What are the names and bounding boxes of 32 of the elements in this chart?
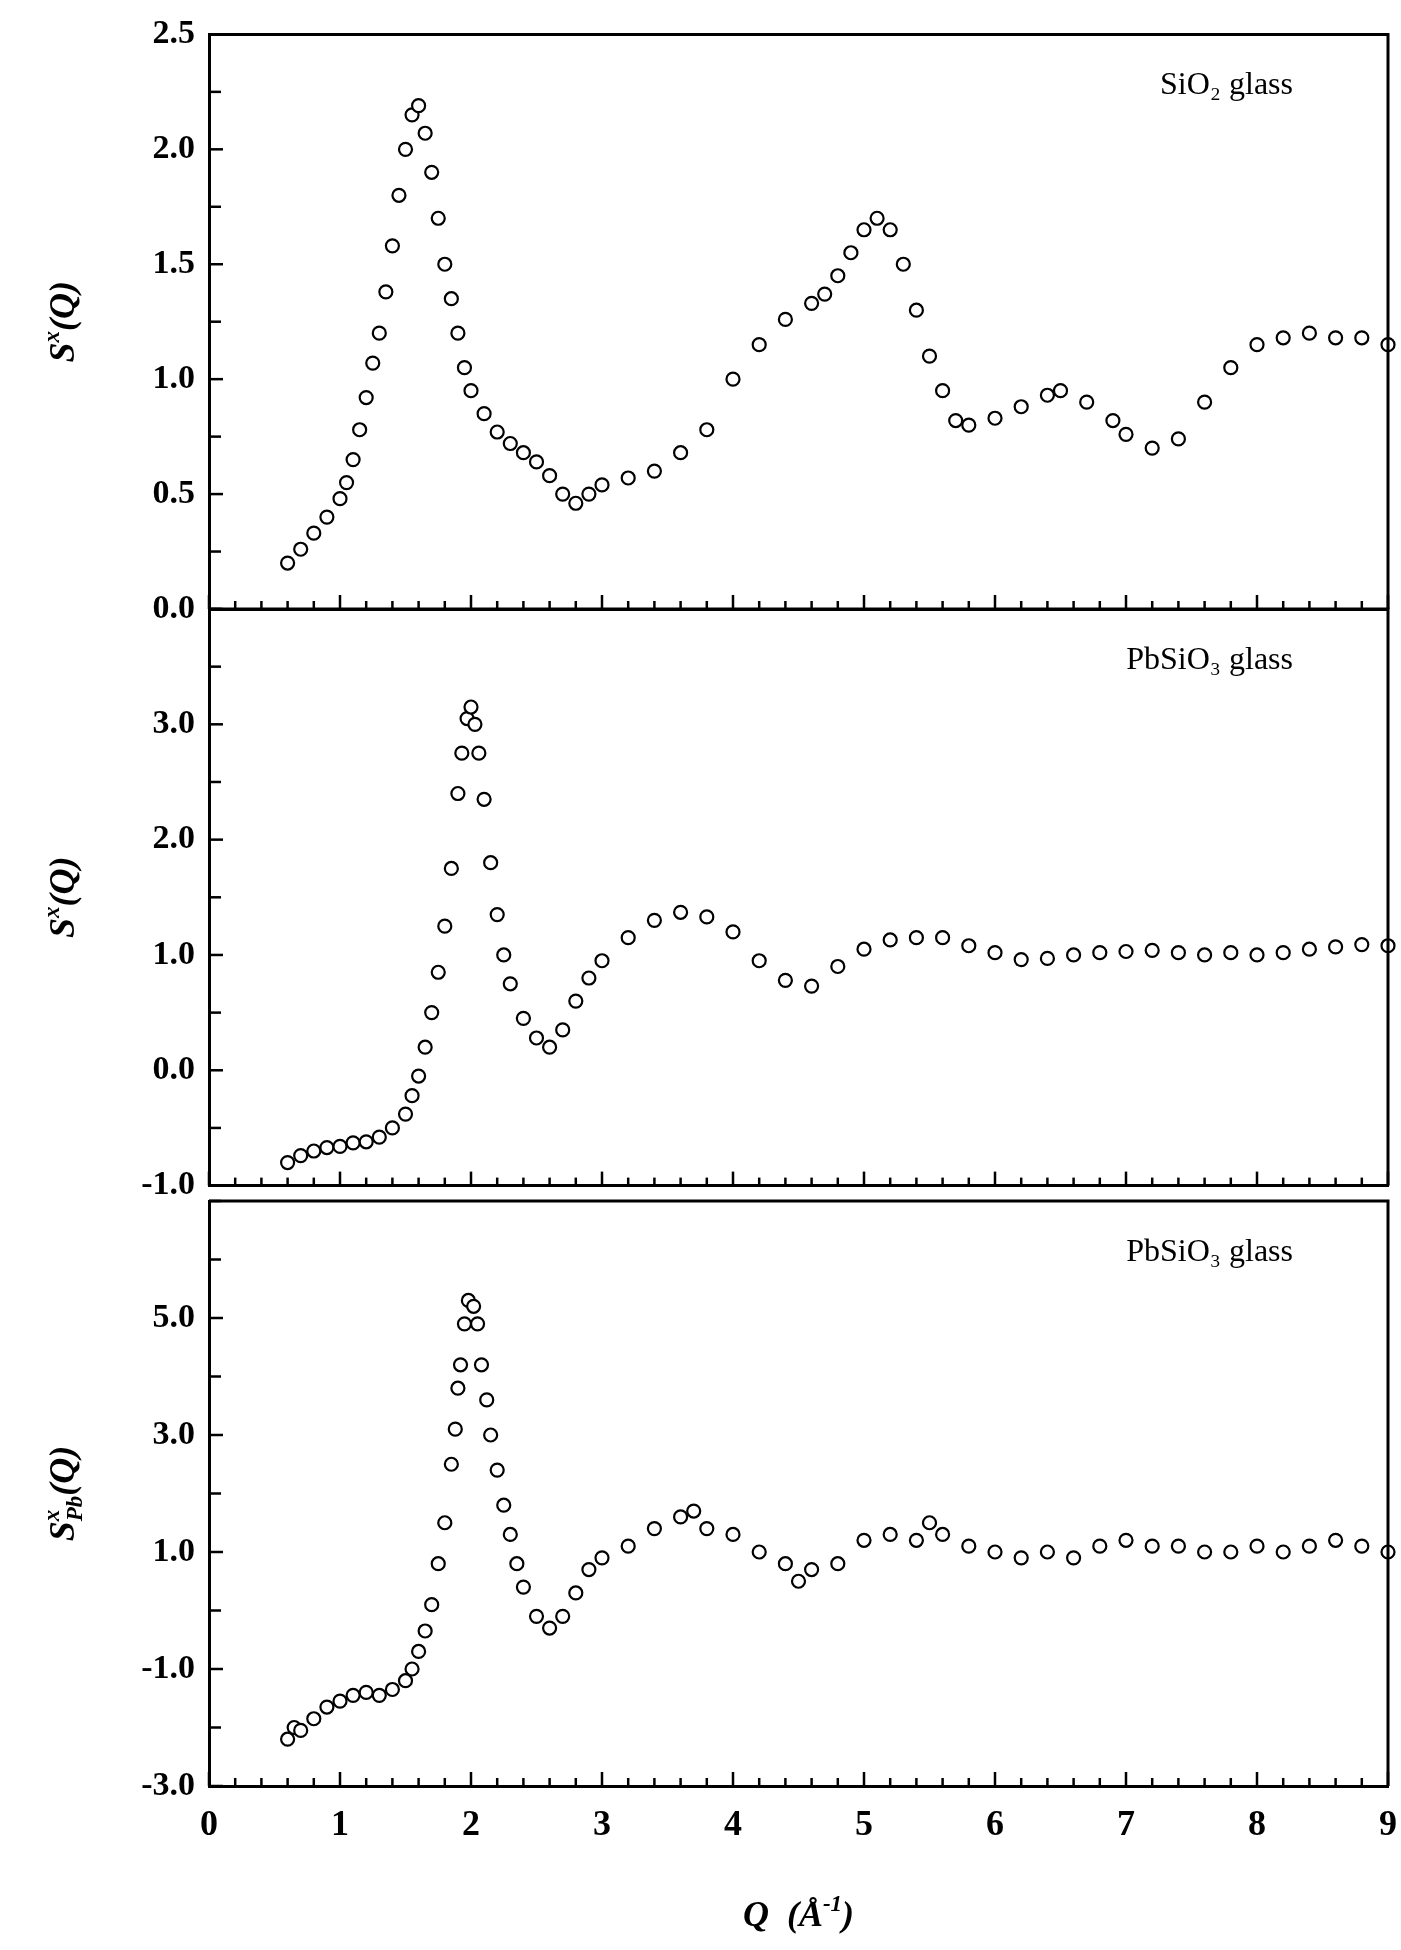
y-tick-label: -3.0 [141,1764,195,1802]
y-tick-label: -1.0 [141,1164,195,1202]
y-tick-label: -1.0 [141,1647,195,1685]
y-tick-label: 3.0 [152,703,195,741]
x-tick-label: 5 [855,1802,873,1843]
x-tick-label: 4 [724,1802,742,1843]
x-tick-label: 2 [462,1802,480,1843]
y-tick-label: 1.5 [152,243,195,281]
y-tick-label: 2.5 [152,13,195,51]
y-tick-label: 3.0 [152,1413,195,1451]
y-tick-label: 0.0 [152,587,195,625]
y-tick-label: 2.0 [152,128,195,166]
y-tick-label: 1.0 [152,357,195,395]
annotation: SiO₂ glass [1160,65,1293,102]
y-tick-label: 5.0 [152,1296,195,1334]
y-tick-label: 1.0 [152,1530,195,1568]
x-tick-label: 8 [1248,1802,1266,1843]
x-tick-label: 7 [1117,1802,1135,1843]
y-tick-label: 2.0 [152,818,195,856]
y-axis-title: SxPb(Q) [38,1445,87,1542]
y-tick-label: 0.5 [152,472,195,510]
y-axis-title: Sx(Q) [38,280,82,363]
annotation: PbSiO₃ glass [1126,640,1293,676]
annotation: PbSiO₃ glass [1126,1232,1293,1268]
y-tick-label: 0.0 [152,1049,195,1087]
y-tick-label: 1.0 [152,933,195,971]
x-tick-label: 9 [1379,1802,1397,1843]
x-tick-label: 3 [593,1802,611,1843]
y-axis-title: Sx(Q) [38,856,82,939]
x-tick-label: 1 [331,1802,349,1843]
x-tick-label: 0 [200,1802,218,1843]
x-tick-label: 6 [986,1802,1004,1843]
